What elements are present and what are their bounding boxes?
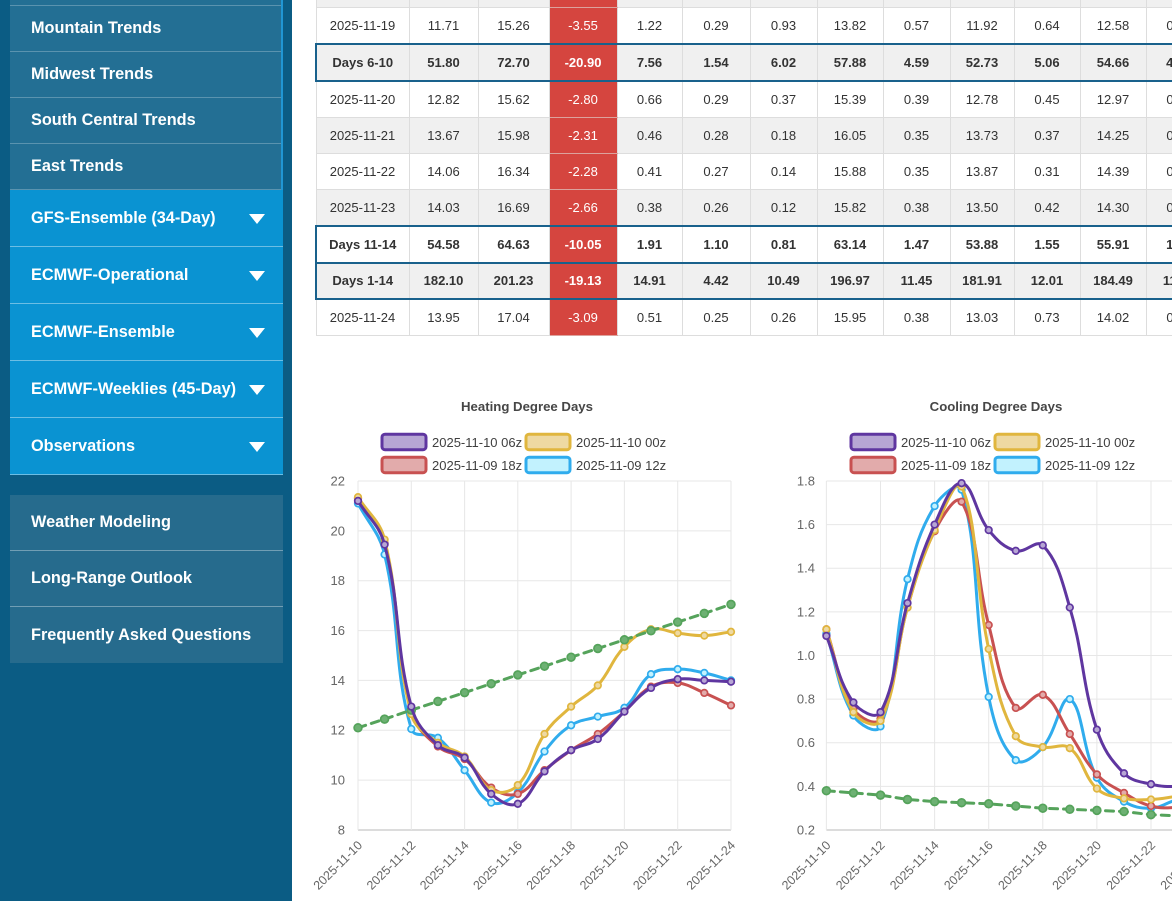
svg-text:2025-11-20: 2025-11-20 <box>577 838 631 892</box>
svg-text:2025-11-22: 2025-11-22 <box>1104 838 1158 892</box>
svg-text:1.0: 1.0 <box>797 648 815 663</box>
svg-text:16: 16 <box>331 623 345 638</box>
svg-text:10: 10 <box>331 773 345 788</box>
svg-text:2025-11-12: 2025-11-12 <box>364 838 418 892</box>
svg-text:2025-11-09 12z: 2025-11-09 12z <box>1045 458 1135 473</box>
svg-text:2025-11-09 12z: 2025-11-09 12z <box>576 458 666 473</box>
svg-text:2025-11-09 18z: 2025-11-09 18z <box>901 458 991 473</box>
svg-text:2025-11-14: 2025-11-14 <box>887 838 941 892</box>
svg-text:1.6: 1.6 <box>797 517 815 532</box>
svg-text:2025-11-14: 2025-11-14 <box>417 838 471 892</box>
svg-text:12: 12 <box>331 723 345 738</box>
svg-text:1.2: 1.2 <box>797 604 815 619</box>
svg-text:2025-11-10 06z: 2025-11-10 06z <box>432 435 522 450</box>
svg-text:0.4: 0.4 <box>797 779 815 794</box>
svg-text:2025-11-10 00z: 2025-11-10 00z <box>1045 435 1135 450</box>
svg-text:2025-11-24: 2025-11-24 <box>684 838 738 892</box>
svg-text:2025-11-18: 2025-11-18 <box>524 838 578 892</box>
svg-text:18: 18 <box>331 573 345 588</box>
svg-text:0.2: 0.2 <box>797 822 815 837</box>
svg-text:22: 22 <box>331 473 345 488</box>
svg-text:2025-11-10 00z: 2025-11-10 00z <box>576 435 666 450</box>
svg-text:2025-11-20: 2025-11-20 <box>1050 838 1104 892</box>
svg-text:2025-11-09 18z: 2025-11-09 18z <box>432 458 522 473</box>
svg-text:1.8: 1.8 <box>797 473 815 488</box>
svg-text:2025-11-12: 2025-11-12 <box>833 838 887 892</box>
svg-text:2025-11-24: 2025-11-24 <box>1158 838 1172 892</box>
svg-text:2025-11-10: 2025-11-10 <box>779 838 833 892</box>
svg-text:0.8: 0.8 <box>797 692 815 707</box>
svg-text:Heating Degree Days: Heating Degree Days <box>461 399 593 414</box>
svg-text:14: 14 <box>331 673 345 688</box>
svg-text:2025-11-10: 2025-11-10 <box>311 838 365 892</box>
svg-text:2025-11-22: 2025-11-22 <box>630 838 684 892</box>
svg-text:1.4: 1.4 <box>797 561 815 576</box>
svg-text:20: 20 <box>331 523 345 538</box>
svg-text:2025-11-18: 2025-11-18 <box>995 838 1049 892</box>
svg-text:2025-11-16: 2025-11-16 <box>470 838 524 892</box>
svg-text:8: 8 <box>338 822 345 837</box>
svg-text:Cooling Degree Days: Cooling Degree Days <box>930 399 1063 414</box>
svg-text:2025-11-10 06z: 2025-11-10 06z <box>901 435 991 450</box>
svg-text:2025-11-16: 2025-11-16 <box>941 838 995 892</box>
svg-text:0.6: 0.6 <box>797 735 815 750</box>
